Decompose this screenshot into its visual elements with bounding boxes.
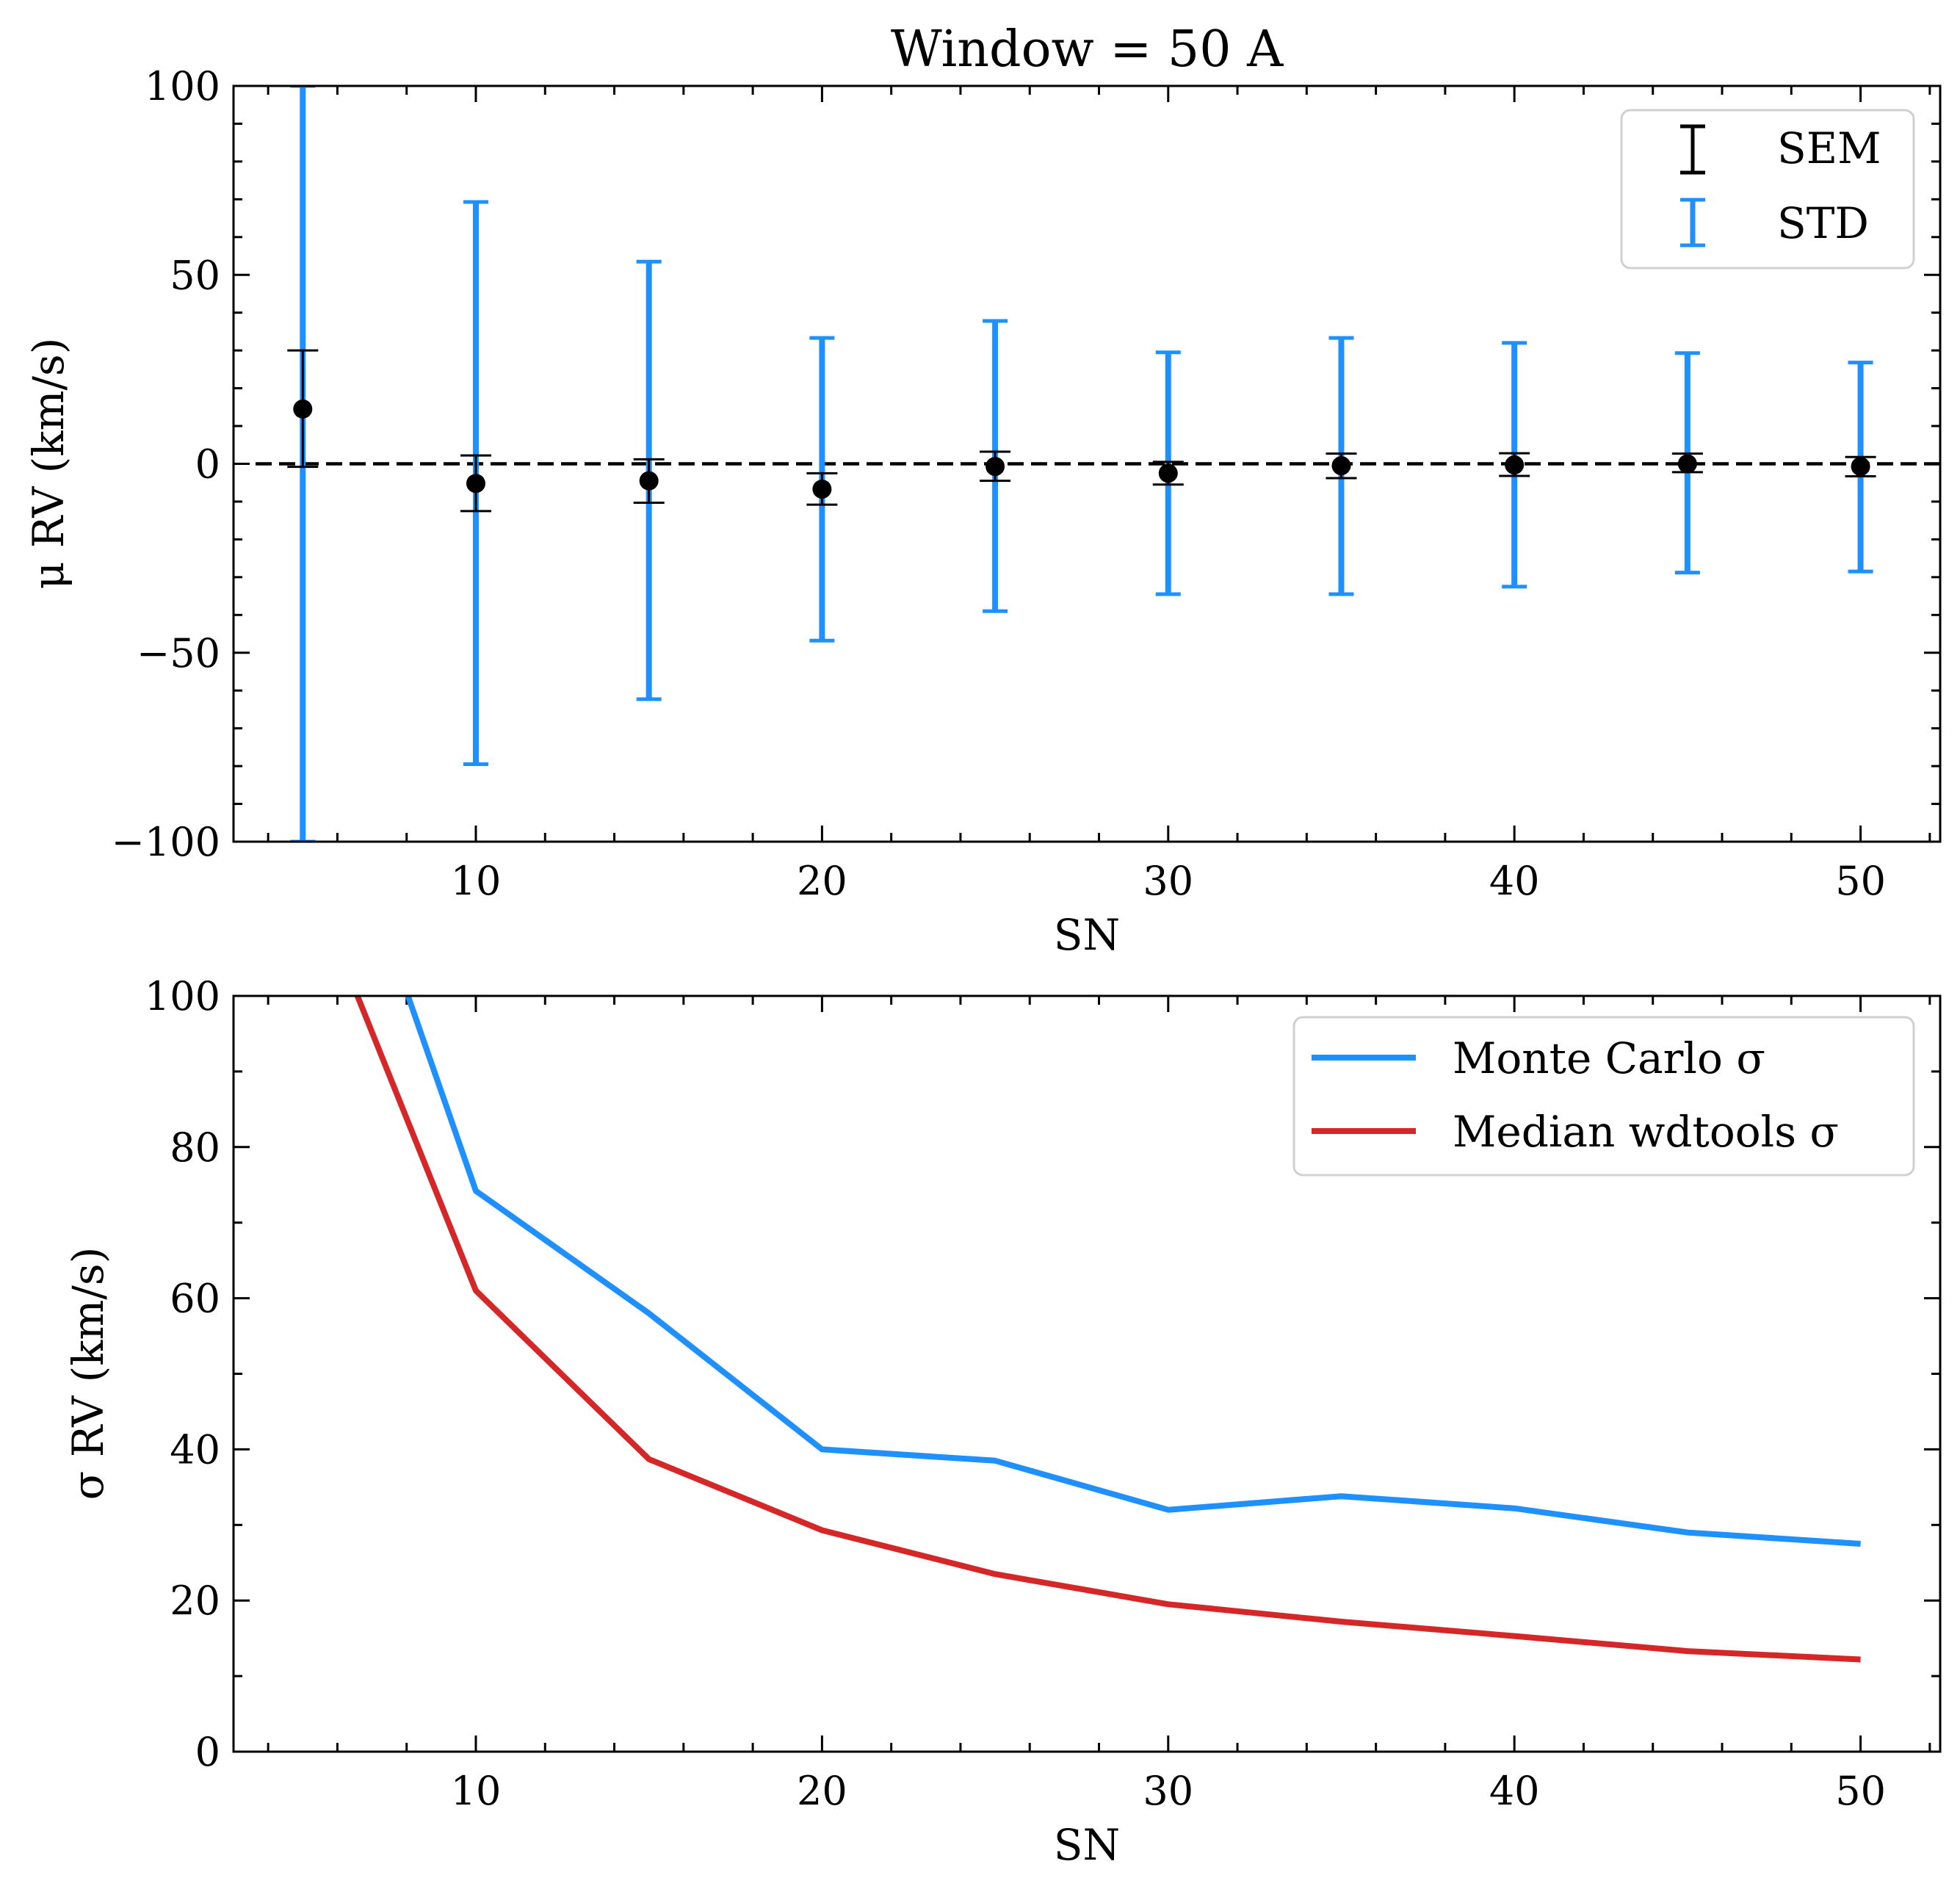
- top-y-tick-label: −100: [112, 819, 220, 865]
- bottom-x-tick-label: 30: [1143, 1768, 1193, 1814]
- bottom-legend: Monte Carlo σ Median wdtools σ: [1292, 1016, 1915, 1177]
- bottom-x-axis-label: SN: [1054, 1820, 1120, 1870]
- legend-std-marker: [1680, 198, 1705, 248]
- bottom-x-tick-label: 20: [797, 1768, 847, 1814]
- top-x-tick-label: 20: [797, 858, 847, 904]
- bottom-x-tick-label: 40: [1489, 1768, 1540, 1814]
- bottom-y-tick-label: 20: [170, 1578, 220, 1624]
- top-panel-mean-rv: Window = 50 A 10 20 30 40 50 −100 −50 0 50 100 SN…: [23, 21, 1942, 960]
- top-y-tick-label: 100: [145, 63, 220, 109]
- bottom-plot-frame: [232, 994, 1942, 1753]
- mean-point: [1677, 454, 1697, 474]
- top-x-axis-label: SN: [1054, 910, 1120, 960]
- bottom-x-tick-label: 10: [451, 1768, 502, 1814]
- monte-carlo-sigma-line: [405, 996, 1861, 1547]
- mean-point: [466, 474, 485, 494]
- top-x-tick-label: 40: [1489, 858, 1540, 904]
- top-errorbar-marks: [287, 86, 1876, 842]
- mean-point: [1158, 463, 1178, 483]
- top-x-tick-label: 10: [451, 858, 502, 904]
- mean-point: [1505, 455, 1525, 475]
- mean-point: [986, 457, 1005, 477]
- bottom-axis-ticks: 10 20 30 40 50 0 20 40 60 80 100: [145, 973, 1940, 1814]
- bottom-y-axis-label: σ RV (km/s): [63, 1247, 113, 1500]
- top-axis-ticks: 10 20 30 40 50 −100 −50 0 50 100: [112, 63, 1940, 904]
- top-y-tick-label: 50: [170, 252, 220, 298]
- mean-point: [1331, 456, 1351, 476]
- top-y-axis-label: μ RV (km/s): [23, 338, 73, 590]
- top-x-tick-label: 50: [1835, 858, 1886, 904]
- legend-sem-marker: [1680, 124, 1705, 175]
- mean-point: [1851, 457, 1870, 477]
- legend-monte-carlo-label: Monte Carlo σ: [1453, 1033, 1765, 1083]
- bottom-y-tick-label: 100: [145, 973, 220, 1019]
- legend-sem-label: SEM: [1777, 123, 1881, 173]
- bottom-y-tick-label: 60: [170, 1276, 220, 1322]
- median-wdtools-sigma-line: [354, 996, 1861, 1663]
- top-y-tick-label: −50: [137, 630, 220, 676]
- mean-point: [293, 399, 313, 419]
- mean-point: [812, 479, 832, 499]
- chart-title: Window = 50 A: [891, 21, 1284, 79]
- top-plot-frame: [232, 84, 1942, 843]
- bottom-y-tick-label: 0: [195, 1729, 220, 1775]
- mean-point: [639, 471, 659, 491]
- bottom-y-tick-label: 40: [170, 1426, 220, 1473]
- bottom-y-tick-label: 80: [170, 1124, 220, 1171]
- top-y-tick-label: 0: [195, 441, 220, 488]
- bottom-panel-sigma-rv: 10 20 30 40 50 0 20 40 60 80 100 SN σ RV (km/s) Mo…: [63, 973, 1942, 1870]
- bottom-x-tick-label: 50: [1835, 1768, 1886, 1814]
- bottom-legend-box: [1292, 1016, 1915, 1177]
- top-x-tick-label: 30: [1143, 858, 1193, 904]
- bottom-series-lines: [354, 996, 1861, 1663]
- legend-wdtools-label: Median wdtools σ: [1453, 1107, 1839, 1157]
- top-legend: SEM STD: [1620, 109, 1915, 270]
- legend-std-label: STD: [1777, 198, 1869, 248]
